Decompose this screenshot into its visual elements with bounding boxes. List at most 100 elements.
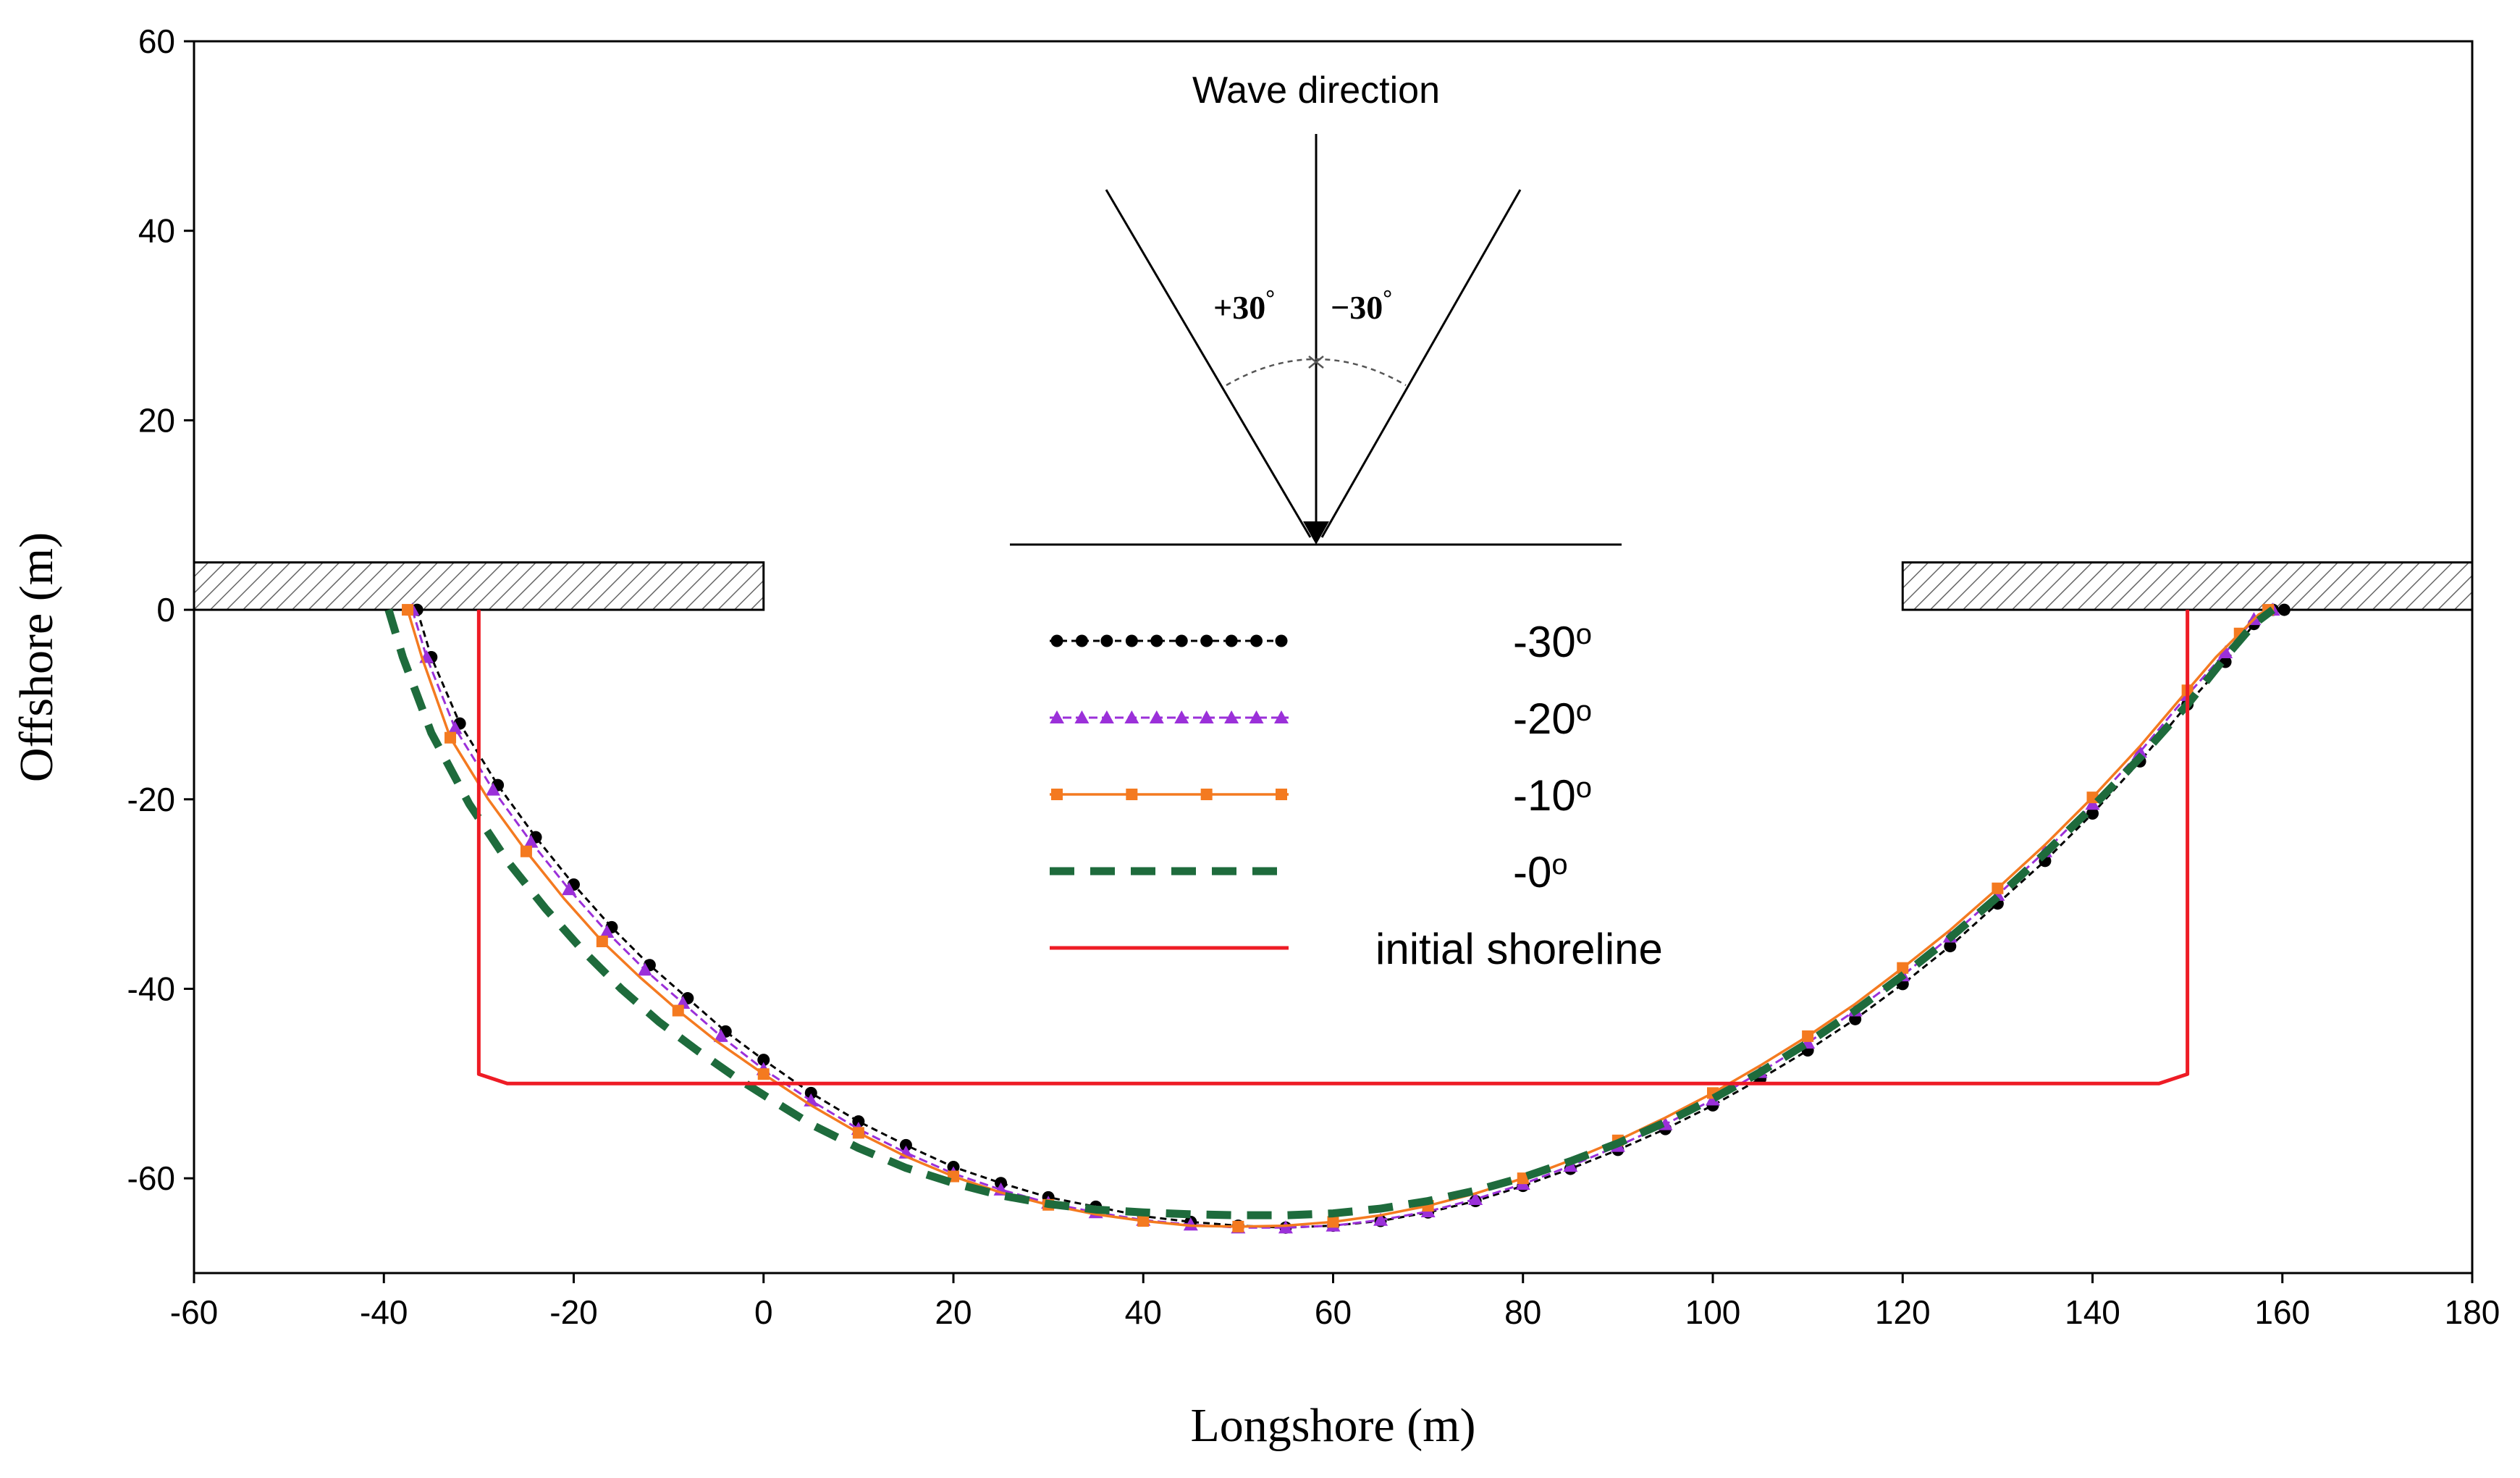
series-point (852, 1127, 864, 1139)
x-tick-label: -40 (360, 1293, 408, 1331)
series-point (561, 882, 576, 896)
legend-marker (1124, 710, 1139, 723)
legend-marker (1050, 634, 1063, 647)
left-arrow (1105, 189, 1312, 538)
legend-marker (1274, 710, 1289, 723)
series-point (757, 1068, 770, 1080)
series-point (2133, 744, 2148, 758)
series-point (2085, 797, 2100, 810)
legend-label: -30o (1513, 618, 1592, 666)
series-point (523, 834, 539, 848)
legend-label-degree: o (1576, 772, 1592, 804)
legend-marker (1225, 634, 1238, 647)
legend-marker (1050, 710, 1064, 723)
legend-marker (1250, 634, 1263, 647)
x-tick-label: -20 (549, 1293, 597, 1331)
x-tick-label: 20 (935, 1293, 972, 1331)
wave-direction-annotation: Wave direction+30° −30° (1010, 70, 1622, 546)
legend-label-text: -10 (1513, 771, 1576, 820)
arrow-head (1303, 521, 1329, 545)
y-tick-label: 60 (138, 22, 175, 60)
legend-marker (1275, 634, 1288, 647)
legend-marker (1249, 710, 1264, 723)
x-tick-label: 80 (1504, 1293, 1541, 1331)
x-tick-label: 160 (2254, 1293, 2310, 1331)
series-point (713, 1028, 728, 1042)
left-angle-value: +30 (1213, 289, 1265, 326)
series-point (672, 1004, 684, 1017)
series-point (1468, 1191, 1483, 1205)
series-0 (410, 603, 2291, 1234)
legend-marker (1276, 789, 1287, 800)
legend-marker (1075, 634, 1088, 647)
series-line (384, 606, 2275, 1219)
series-point (2277, 603, 2291, 616)
y-tick-label: -60 (127, 1159, 175, 1197)
legend-label: -20o (1513, 694, 1592, 743)
series-point (1897, 962, 1909, 974)
x-axis-title: Longshore (m) (1190, 1399, 1475, 1452)
legend-label-text: -0 (1513, 848, 1551, 897)
series-point (1327, 1216, 1339, 1228)
breakwater-1 (193, 561, 765, 611)
series-layer (384, 602, 2291, 1234)
series-point (1517, 1172, 1529, 1185)
legend-label: -10o (1513, 771, 1592, 820)
legend-marker (1051, 789, 1063, 800)
series-point (757, 1054, 770, 1067)
legend-label: initial shoreline (1375, 925, 1663, 973)
series-point (1373, 1212, 1388, 1226)
series-line (416, 608, 2285, 1229)
y-tick-label: 20 (138, 401, 175, 439)
series-point (2086, 792, 2099, 804)
series-point (1137, 1215, 1150, 1227)
breakwaters (193, 561, 2474, 611)
legend-marker (1074, 710, 1090, 723)
series-line (406, 608, 2269, 1228)
series-2 (402, 604, 2275, 1233)
legend-marker (1200, 634, 1213, 647)
y-tick-label: -40 (127, 970, 175, 1007)
breakwater-2 (1901, 561, 2474, 611)
x-tick-label: 0 (754, 1293, 773, 1331)
right-angle-value: −30 (1331, 289, 1383, 326)
series-point (1232, 1220, 1244, 1233)
series-point (520, 845, 532, 857)
series-3 (384, 606, 2275, 1219)
left-angle-label: +30° (1213, 285, 1275, 326)
right-angle-label: −30° (1331, 285, 1392, 326)
series-point (804, 1086, 817, 1099)
series-point (599, 924, 615, 938)
legend-label-text: -20 (1513, 694, 1576, 743)
series-point (1183, 1217, 1198, 1231)
series-point (899, 1138, 912, 1151)
series-point (2218, 644, 2233, 658)
series-point (447, 721, 463, 734)
wave-direction-title: Wave direction (1192, 70, 1440, 112)
series-point (1706, 1092, 1720, 1106)
series-point (2086, 807, 2099, 820)
y-tick-label: 0 (156, 591, 175, 629)
series-point (1802, 1030, 1814, 1042)
x-tick-label: 60 (1315, 1293, 1352, 1331)
y-tick-label: 40 (138, 212, 175, 250)
series-1 (405, 602, 2280, 1234)
y-tick-label: -20 (127, 781, 175, 818)
legend-marker (1149, 710, 1164, 723)
legend-label: -0o (1513, 848, 1568, 897)
legend-marker (1224, 710, 1239, 723)
x-tick-label: 100 (1685, 1293, 1741, 1331)
arc-center-mark (1308, 356, 1324, 369)
x-tick-label: 140 (2065, 1293, 2120, 1331)
x-tick-label: 120 (1875, 1293, 1931, 1331)
series-4 (476, 610, 2190, 1086)
legend-marker (1150, 634, 1163, 647)
y-axis-title: Offshore (m) (10, 532, 63, 782)
legend-marker (1175, 634, 1188, 647)
series-point (596, 936, 608, 948)
legend-label-degree: o (1576, 618, 1592, 650)
angle-arc (1226, 358, 1407, 387)
left-angle-degree: ° (1265, 285, 1275, 311)
legend-label-degree: o (1551, 849, 1567, 881)
